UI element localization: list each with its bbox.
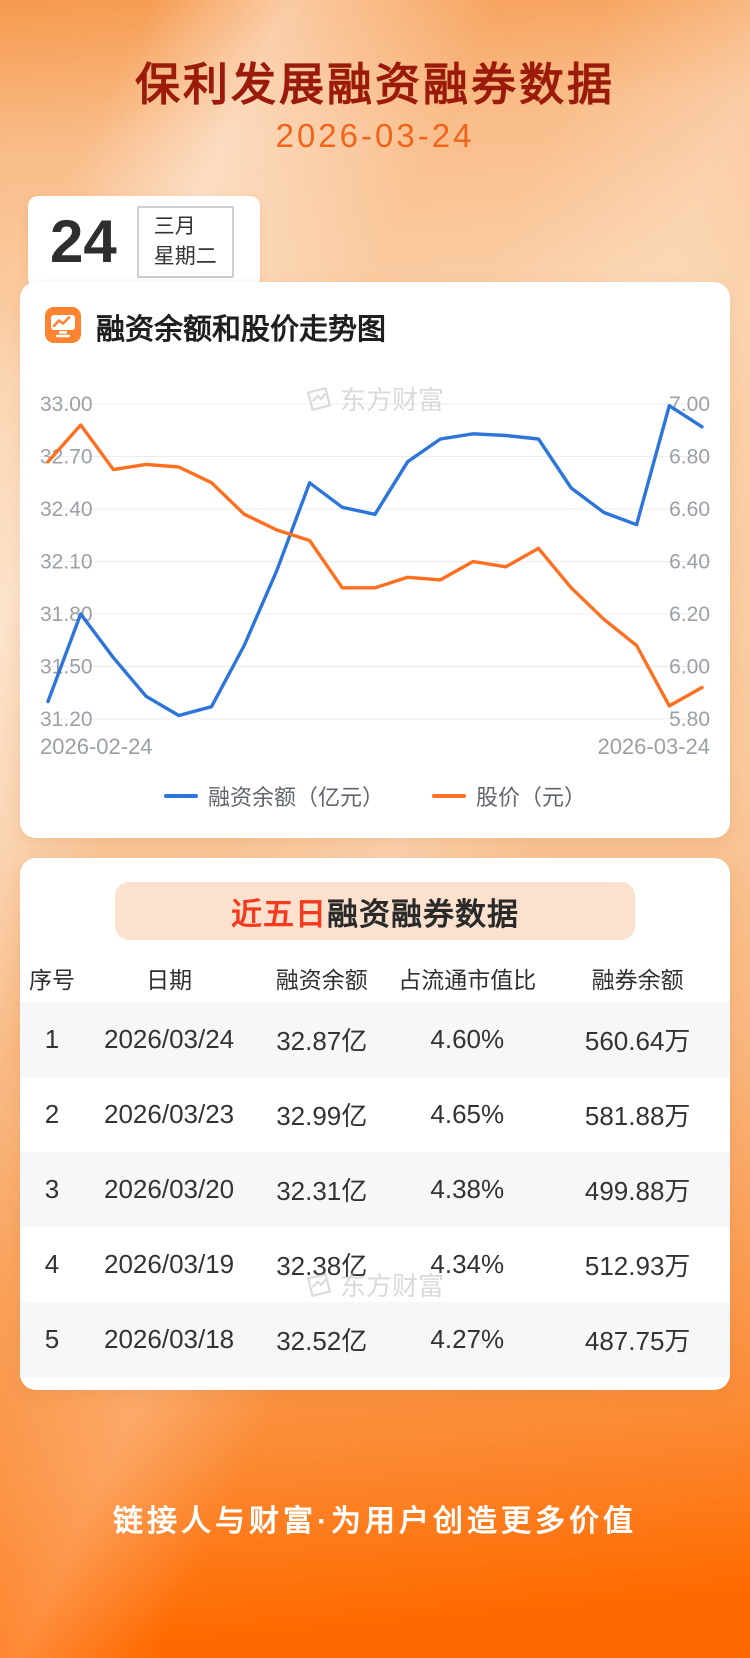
table-cell: 4.34% [430,1249,505,1279]
trend-chart: 33.00 7.00 32.70 6.80 32.40 6.60 32.10 6.40 31.8… [40,393,710,726]
legend-label: 股价（元） [476,785,587,810]
table-cell: 499.88万 [584,1176,691,1206]
x-axis-start-label: 2026-02-24 [40,734,153,759]
table-cell: 2026/03/23 [104,1099,235,1129]
left-axis-tick: 31.80 [40,603,93,626]
column-header: 日期 [146,967,193,993]
trend-chart-area: 东方财富 33.00 7.00 32.70 6.80 32.40 6.60 32.10 6.4… [40,385,710,812]
left-axis-tick: 33.00 [40,393,93,416]
footer-slogan: 链接人与财富·为用户创造更多价值 [113,1505,637,1538]
table-row: 3 2026/03/20 32.31亿 4.38% 499.88万 [20,1152,730,1227]
column-header: 融券余额 [591,967,684,993]
table-row: 1 2026/03/24 32.87亿 4.60% 560.64万 [20,1002,730,1077]
table-body: 1 2026/03/24 32.87亿 4.60% 560.64万 2 2026/03/23… [20,1002,730,1377]
x-axis-end-label: 2026-03-24 [597,734,710,759]
chart-section-header: 融资余额和股价走势图 [40,306,710,349]
table-cell: 2026/03/20 [104,1174,235,1204]
table-cell: 32.31亿 [276,1176,368,1206]
right-axis-tick: 6.20 [669,603,710,626]
table-cell: 32.52亿 [276,1326,368,1356]
calendar-weekday: 星期二 [153,245,217,268]
right-axis-tick: 6.60 [669,498,710,521]
table-cell: 560.64万 [584,1026,691,1056]
table-row: 4 2026/03/19 32.38亿 4.34% 512.93万 [20,1227,730,1302]
table-cell: 4.27% [430,1324,505,1354]
column-header: 序号 [28,967,75,993]
column-header: 融资余额 [275,967,368,993]
left-axis-tick: 32.40 [40,498,93,521]
table-cell: 1 [44,1024,60,1054]
chart-card: 融资余额和股价走势图 东方财富 33.00 7.00 32.70 6.80 32.40 6… [20,282,730,838]
right-axis-tick: 6.40 [669,551,710,574]
table-cell: 2026/03/24 [104,1024,235,1054]
calendar-month-weekday: 三月 星期二 [136,205,234,279]
right-axis-tick: 7.00 [669,393,710,416]
table-cell: 5 [44,1324,60,1354]
right-axis-tick: 6.80 [669,446,710,469]
table-row: 2 2026/03/23 32.99亿 4.65% 581.88万 [20,1077,730,1152]
stock-price-line [46,423,704,708]
x-axis-labels: 2026-02-24 2026-03-24 [40,734,710,760]
chart-legend: 融资余额（亿元） 股价（元） [40,780,710,812]
table-header-row: 序号 日期 融资余额 占流通市值比 融券余额 [20,954,730,1002]
table-cell: 512.93万 [584,1251,691,1281]
stock-price-line-marker [432,794,466,798]
table-row: 5 2026/03/18 32.52亿 4.27% 487.75万 [20,1302,730,1377]
table-cell: 581.88万 [584,1101,691,1131]
legend-label: 融资余额（亿元） [207,785,384,810]
table-cell: 32.99亿 [276,1101,368,1131]
table-title: 近五日 融资融券数据 [115,882,635,940]
column-header: 占流通市值比 [398,967,537,993]
calendar-day: 24 [50,208,117,275]
table-cell: 4.60% [430,1024,505,1054]
financing-balance-line-marker [163,794,198,798]
table-cell: 2026/03/19 [104,1249,235,1279]
table-cell: 32.38亿 [276,1251,368,1281]
table-cell: 2026/03/18 [104,1324,235,1354]
legend-item-financing-balance: 融资余额（亿元） [163,780,384,812]
calendar-card: 24 三月 星期二 [28,196,260,288]
chart-section-title: 融资余额和股价走势图 [96,314,387,346]
left-axis-tick: 32.70 [40,446,93,469]
legend-item-stock-price: 股价（元） [432,780,586,812]
margin-data-table: 东方财富 序号 日期 融资余额 占流通市值比 融券余额 1 2026/03/24 3… [20,954,730,1377]
table-cell: 487.75万 [584,1326,691,1356]
table-title-highlight: 近五日 [231,896,327,932]
page-title: 保利发展融资融券数据 [134,59,615,110]
right-axis-tick: 5.80 [669,708,710,726]
left-axis-tick: 31.50 [40,656,93,679]
table-title-rest: 融资融券数据 [327,896,519,932]
table-cell: 4.65% [430,1099,505,1129]
left-axis-tick: 32.10 [40,551,93,574]
calendar-month: 三月 [153,214,196,238]
table-cell: 32.87亿 [276,1026,368,1056]
right-axis-tick: 6.00 [669,656,710,679]
left-axis-tick: 31.20 [40,708,93,726]
financing-balance-line [46,403,704,718]
table-cell: 2 [44,1099,60,1129]
chart-icon [44,306,82,349]
table-cell: 4 [44,1249,60,1279]
table-cell: 3 [44,1174,60,1204]
table-cell: 4.38% [430,1174,505,1204]
page-date: 2026-03-24 [275,117,475,154]
